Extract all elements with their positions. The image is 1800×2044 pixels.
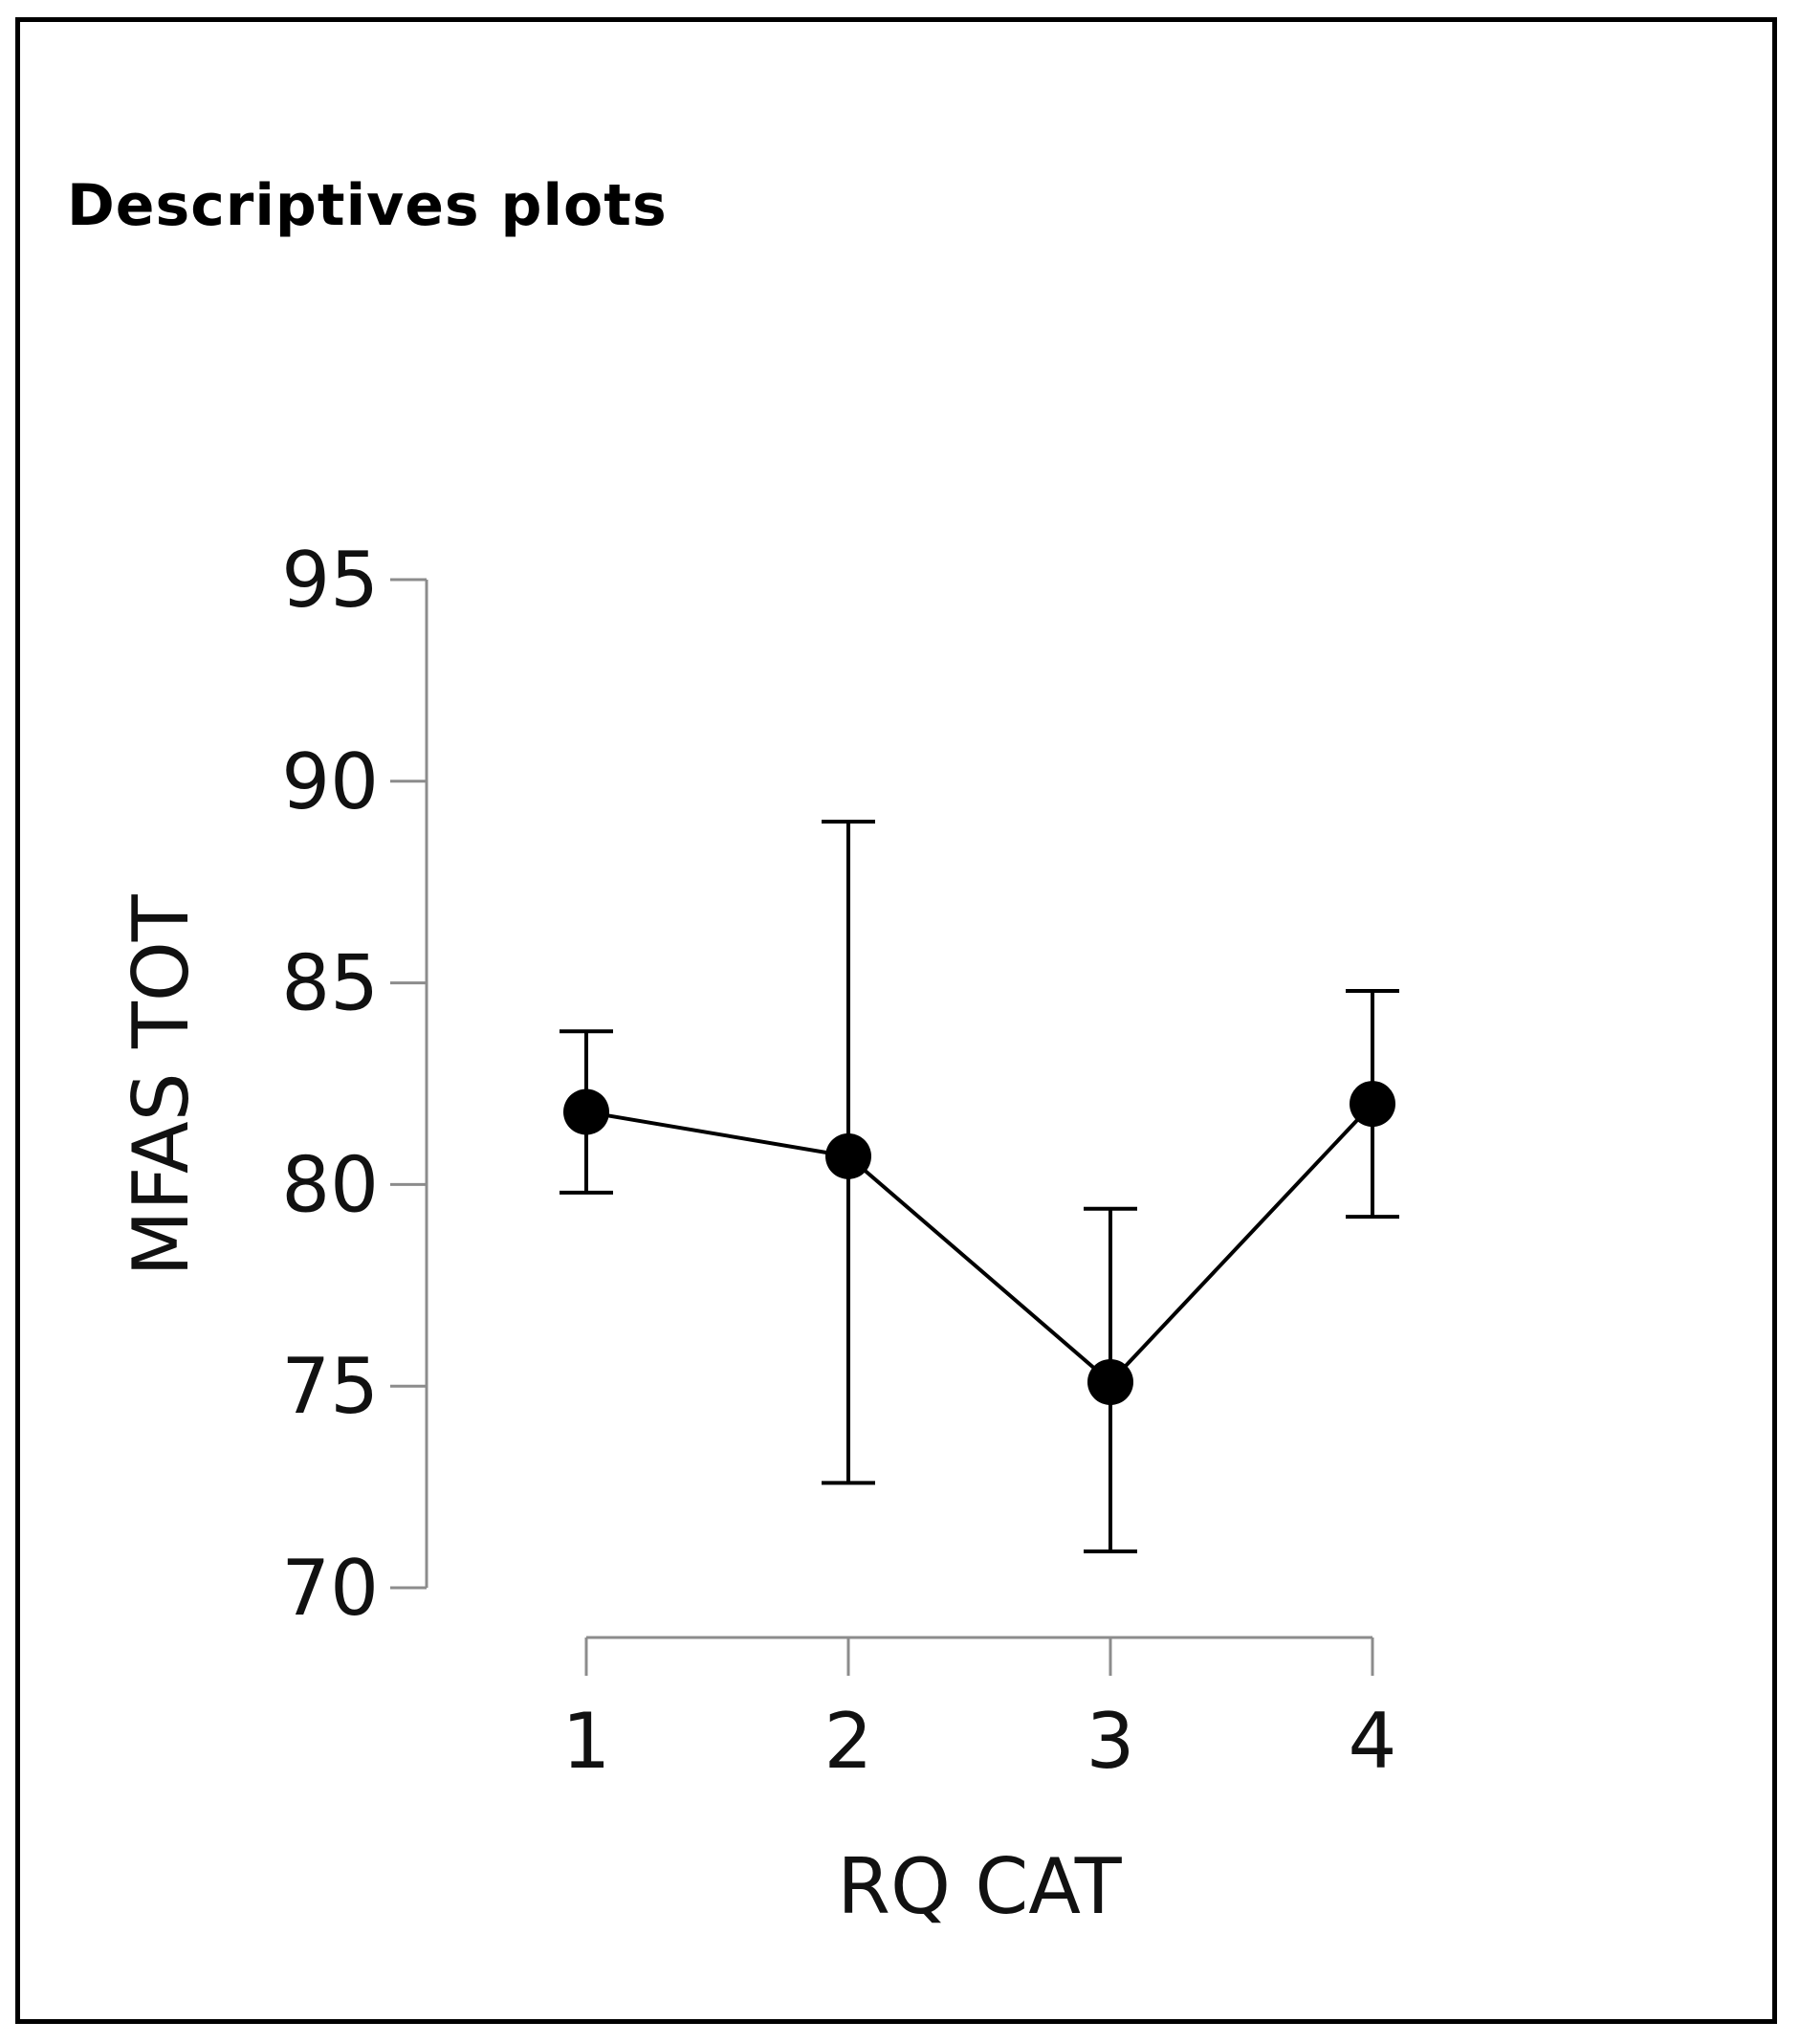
y-axis: 70 75 80 85 90 95 — [281, 536, 428, 1633]
y-tick-label: 90 — [281, 737, 379, 826]
y-tick-label: 80 — [281, 1140, 379, 1229]
data-point — [1087, 1358, 1133, 1405]
x-axis-title: RQ CAT — [837, 1842, 1122, 1931]
x-tick-label: 1 — [562, 1697, 611, 1786]
y-tick-label: 70 — [281, 1544, 379, 1633]
section-title: Descriptives plots — [67, 172, 668, 239]
x-axis: 1 2 3 4 — [562, 1636, 1397, 1786]
data-point — [1350, 1081, 1395, 1128]
y-tick-label: 75 — [281, 1342, 379, 1431]
series-layer — [560, 819, 1399, 1554]
y-tick-label: 95 — [281, 536, 379, 625]
x-tick-label: 2 — [824, 1697, 873, 1786]
y-axis-title: MFAS TOT — [117, 893, 206, 1276]
x-tick-label: 4 — [1349, 1697, 1397, 1786]
y-tick-label: 85 — [281, 939, 379, 1028]
x-tick-label: 3 — [1087, 1697, 1135, 1786]
data-point — [825, 1132, 871, 1179]
panel-frame — [15, 17, 1777, 2024]
data-point — [563, 1088, 609, 1135]
series-line — [585, 1102, 1374, 1385]
